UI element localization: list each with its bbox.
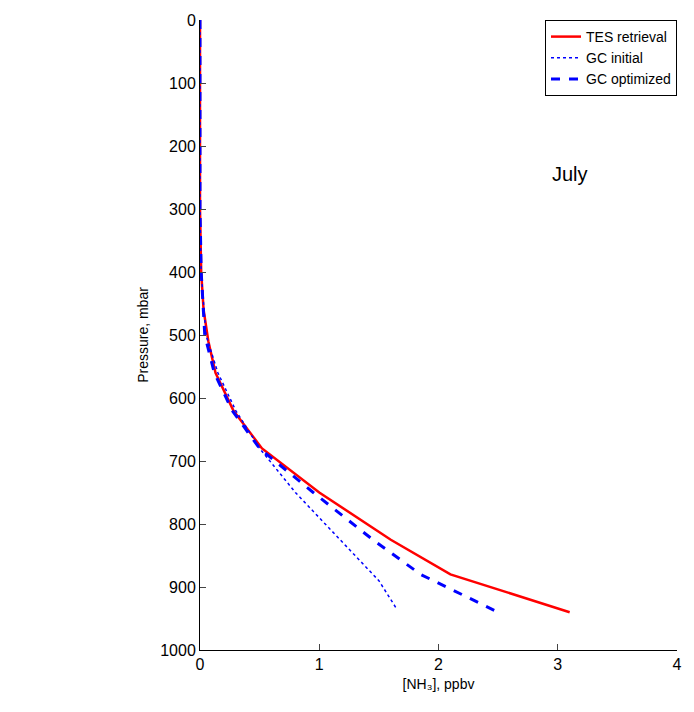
svg-text:600: 600	[169, 390, 196, 407]
svg-text:3: 3	[553, 656, 562, 673]
svg-text:[NH₃], ppbv: [NH₃], ppbv	[403, 676, 475, 692]
svg-text:4: 4	[673, 656, 682, 673]
svg-text:GC optimized: GC optimized	[586, 71, 671, 87]
svg-text:0: 0	[196, 656, 205, 673]
svg-text:Pressure, mbar: Pressure, mbar	[135, 287, 151, 383]
svg-text:900: 900	[169, 579, 196, 596]
svg-text:100: 100	[169, 75, 196, 92]
svg-text:700: 700	[169, 453, 196, 470]
svg-text:TES retrieval: TES retrieval	[586, 29, 667, 45]
svg-text:400: 400	[169, 264, 196, 281]
svg-text:July: July	[552, 163, 588, 185]
svg-text:300: 300	[169, 201, 196, 218]
svg-text:2: 2	[434, 656, 443, 673]
svg-text:800: 800	[169, 516, 196, 533]
svg-text:1000: 1000	[160, 642, 196, 659]
svg-text:500: 500	[169, 327, 196, 344]
svg-text:1: 1	[315, 656, 324, 673]
svg-text:GC initial: GC initial	[586, 50, 643, 66]
svg-text:0: 0	[187, 12, 196, 29]
svg-text:200: 200	[169, 138, 196, 155]
